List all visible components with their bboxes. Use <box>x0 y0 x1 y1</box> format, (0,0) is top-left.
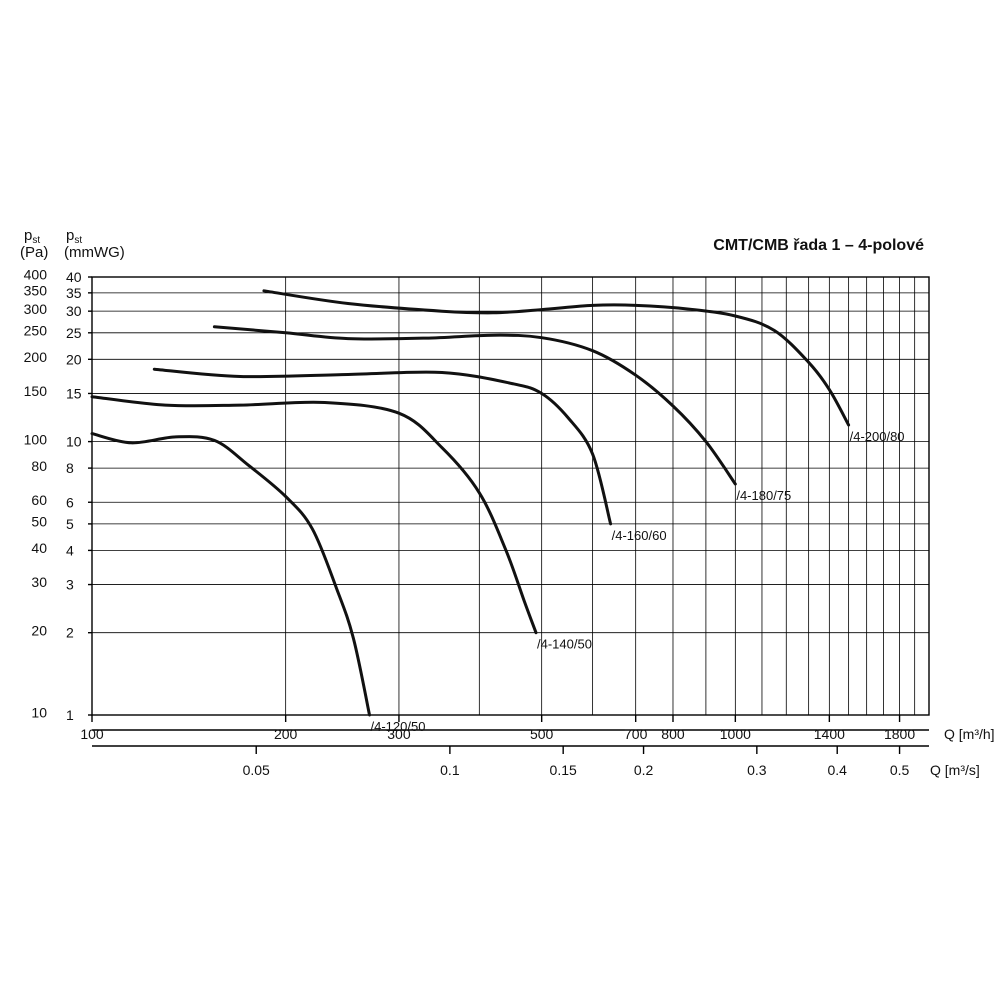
y-mmwg-tick-label-4: 4 <box>66 542 74 558</box>
curves <box>90 289 851 717</box>
x-m3h-tick-label-1800: 1800 <box>884 726 915 742</box>
y-mmwg-subscript: st <box>74 235 82 246</box>
plot-grid <box>92 276 929 716</box>
y-pa-tick-label-300: 300 <box>24 301 48 317</box>
x-axis-m3h: 100 200 300 500 700 800 1000 1400 1800 <box>80 715 929 742</box>
curve-4-140-50 <box>90 395 538 635</box>
curve-labels: /4-120/50/4-140/50/4-160/60/4-180/75/4-2… <box>371 429 905 734</box>
x-m3h-tick-label-800: 800 <box>661 726 685 742</box>
x-axis-m3s-label: Q [m³/s] <box>930 762 980 778</box>
curve-label-4-120-50: /4-120/50 <box>371 719 426 734</box>
y-mmwg-tick-label-40: 40 <box>66 269 82 285</box>
y-axis-pa-header: pst (Pa) <box>20 227 48 261</box>
y-pa-unit: (Pa) <box>20 244 48 261</box>
x-axis-m3h-label: Q [m³/h] <box>944 726 995 742</box>
svg-text:pst: pst <box>66 227 82 246</box>
curve-label-4-160-60: /4-160/60 <box>612 528 667 543</box>
x-m3s-tick-label-0-05: 0.05 <box>243 762 270 778</box>
curve-label-4-200-80: /4-200/80 <box>850 429 905 444</box>
y-pa-tick-label-60: 60 <box>31 492 47 508</box>
y-pa-tick-label-350: 350 <box>24 283 48 299</box>
y-pa-tick-label-200: 200 <box>24 349 48 365</box>
y-mmwg-tick-label-8: 8 <box>66 460 74 476</box>
y-pa-tick-label-40: 40 <box>31 540 47 556</box>
svg-text:pst: pst <box>24 227 40 246</box>
y-pa-symbol: p <box>24 227 32 244</box>
y-pa-tick-label-50: 50 <box>31 514 47 530</box>
y-mmwg-tick-label-3: 3 <box>66 577 74 593</box>
x-m3h-tick-label-700: 700 <box>624 726 648 742</box>
x-m3h-tick-label-500: 500 <box>530 726 554 742</box>
x-m3s-tick-label-0-15: 0.15 <box>550 762 577 778</box>
y-mmwg-tick-label-10: 10 <box>66 434 82 450</box>
curve-4-180-75 <box>212 325 737 486</box>
y-pa-tick-label-250: 250 <box>24 322 48 338</box>
x-m3s-tick-label-0-3: 0.3 <box>747 762 767 778</box>
x-m3h-tick-label-300: 300 <box>387 726 411 742</box>
y-pa-tick-label-80: 80 <box>31 458 47 474</box>
x-m3h-tick-label-1400: 1400 <box>814 726 845 742</box>
y-pa-tick-label-20: 20 <box>31 622 47 638</box>
curve-label-4-180-75: /4-180/75 <box>736 488 791 503</box>
x-m3h-tick-label-1000: 1000 <box>720 726 751 742</box>
curve-4-120-50 <box>90 432 371 717</box>
x-axis-m3s: 0.05 0.1 0.15 0.2 0.3 0.4 0.5 <box>92 745 929 778</box>
y-mmwg-tick-label-35: 35 <box>66 285 82 301</box>
x-m3h-tick-label-100: 100 <box>80 726 104 742</box>
y-pa-tick-label-10: 10 <box>31 705 47 721</box>
y-mmwg-tick-label-30: 30 <box>66 303 82 319</box>
y-pa-tick-label-100: 100 <box>24 431 48 447</box>
y-mmwg-tick-label-20: 20 <box>66 351 82 367</box>
curve-label-4-140-50: /4-140/50 <box>537 637 592 652</box>
y-pa-tick-label-150: 150 <box>24 383 48 399</box>
x-m3s-tick-label-0-4: 0.4 <box>827 762 847 778</box>
chart-title: CMT/CMB řada 1 – 4-polové <box>713 237 924 254</box>
y-mmwg-tick-label-6: 6 <box>66 494 74 510</box>
y-mmwg-tick-label-1: 1 <box>66 707 74 723</box>
curve-4-200-80 <box>262 289 851 427</box>
y-mmwg-tick-label-15: 15 <box>66 385 82 401</box>
x-m3s-tick-label-0-2: 0.2 <box>634 762 654 778</box>
x-m3h-tick-label-200: 200 <box>274 726 298 742</box>
plot-frame <box>91 276 930 716</box>
x-m3s-tick-label-0-1: 0.1 <box>440 762 460 778</box>
x-m3s-tick-label-0-5: 0.5 <box>890 762 910 778</box>
y-mmwg-tick-label-2: 2 <box>66 625 74 641</box>
y-mmwg-unit: (mmWG) <box>64 244 125 261</box>
y-pa-tick-label-400: 400 <box>24 267 48 283</box>
y-axis-mmwg-header: pst (mmWG) <box>64 227 125 261</box>
y-pa-subscript: st <box>32 235 40 246</box>
y-mmwg-tick-label-5: 5 <box>66 516 74 532</box>
y-mmwg-symbol: p <box>66 227 74 244</box>
y-mmwg-tick-label-25: 25 <box>66 325 82 341</box>
curve-4-160-60 <box>152 367 613 526</box>
y-pa-tick-label-30: 30 <box>31 574 47 590</box>
